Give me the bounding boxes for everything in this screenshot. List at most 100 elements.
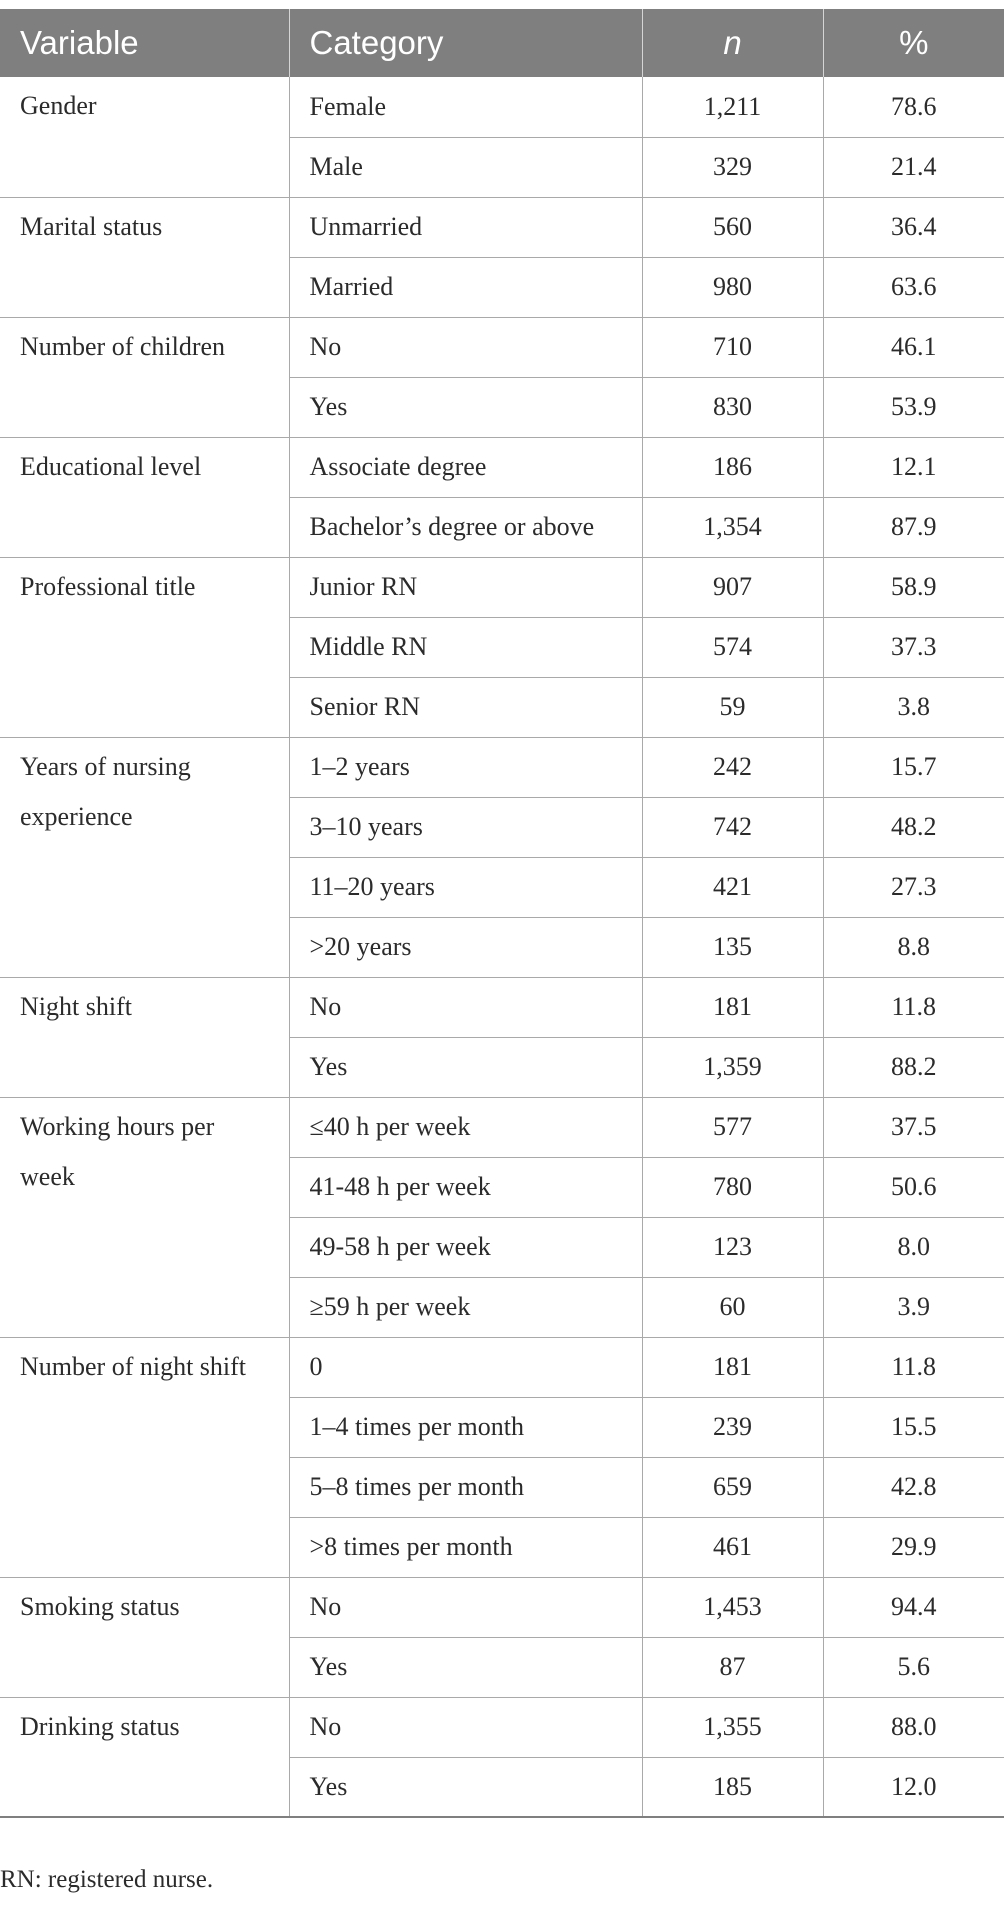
category-cell: 49-58 h per week [289,1217,643,1278]
table-row: Drinking status No 1,355 88.0 [0,1697,1004,1818]
category-cell: Female [289,77,643,138]
table-row: Night shift No 181 11.8 [0,977,1004,1098]
count-cell: 659 [642,1457,824,1518]
percent-cell: 15.5 [823,1397,1004,1458]
percent-cell: 58.9 [823,557,1004,618]
count-cell: 123 [642,1217,824,1278]
count-cell: 742 [642,797,824,858]
category-cell: >20 years [289,917,643,978]
category-cell: Yes [289,1637,643,1698]
variable-label: Working hours per week [20,1111,215,1191]
table-row: Yes 185 12.0 [0,1757,1004,1818]
table-row: Yes 830 53.9 [0,377,1004,438]
category-cell: Senior RN [289,677,643,738]
table-row: Bachelor’s degree or above 1,354 87.9 [0,497,1004,558]
variable-cell: Gender [0,77,290,198]
table-body: Gender Female 1,211 78.6 Male 329 21.4 Marital … [0,77,1004,1818]
footnote: RN: registered nurse. [0,1866,214,1893]
percent-cell: 12.0 [823,1757,1004,1818]
percent-cell: 11.8 [823,977,1004,1038]
percent-cell: 3.8 [823,677,1004,738]
variable-label: Drinking status [20,1711,180,1741]
count-cell: 560 [642,197,824,258]
percent-cell: 36.4 [823,197,1004,258]
variable-cell: Working hours per week [0,1097,290,1338]
category-cell: Yes [289,377,643,438]
count-cell: 186 [642,437,824,498]
table-row: Yes 1,359 88.2 [0,1037,1004,1098]
percent-cell: 21.4 [823,137,1004,198]
table-row: 11–20 years 421 27.3 [0,857,1004,918]
count-cell: 577 [642,1097,824,1158]
table-row: >8 times per month 461 29.9 [0,1517,1004,1578]
category-cell: ≤40 h per week [289,1097,643,1158]
count-cell: 574 [642,617,824,678]
variable-label: Night shift [20,991,132,1021]
category-cell: 41-48 h per week [289,1157,643,1218]
variable-cell: Professional title [0,557,290,738]
percent-cell: 46.1 [823,317,1004,378]
percent-cell: 8.8 [823,917,1004,978]
percent-cell: 8.0 [823,1217,1004,1278]
category-cell: 1–4 times per month [289,1397,643,1458]
table-row: Years of nursing experience 1–2 years 242 1… [0,737,1004,978]
category-cell: Yes [289,1037,643,1098]
table-row: Working hours per week ≤40 h per week 577 3… [0,1097,1004,1338]
category-cell: >8 times per month [289,1517,643,1578]
percent-cell: 37.5 [823,1097,1004,1158]
count-cell: 181 [642,977,824,1038]
header-variable: Variable [0,9,290,77]
category-cell: 11–20 years [289,857,643,918]
percent-cell: 15.7 [823,737,1004,798]
data-table: Variable Category n % Gender Female 1,211 7… [0,9,1004,1818]
variable-label: Number of children [20,331,226,361]
category-cell: 1–2 years [289,737,643,798]
count-cell: 87 [642,1637,824,1698]
category-cell: No [289,977,643,1038]
count-cell: 185 [642,1757,824,1818]
percent-cell: 94.4 [823,1577,1004,1638]
count-cell: 1,354 [642,497,824,558]
variable-label: Years of nursing experience [20,751,191,831]
table-header: Variable Category n % [0,9,1004,77]
count-cell: 461 [642,1517,824,1578]
count-cell: 421 [642,857,824,918]
table-row: 1–4 times per month 239 15.5 [0,1397,1004,1458]
table-row: Yes 87 5.6 [0,1637,1004,1698]
variable-cell: Drinking status [0,1697,290,1818]
table-row: Senior RN 59 3.8 [0,677,1004,738]
count-cell: 1,355 [642,1697,824,1758]
count-cell: 710 [642,317,824,378]
percent-cell: 5.6 [823,1637,1004,1698]
category-cell: Unmarried [289,197,643,258]
count-cell: 980 [642,257,824,318]
variable-label: Number of night shift [20,1351,247,1381]
category-cell: ≥59 h per week [289,1277,643,1338]
variable-cell: Marital status [0,197,290,318]
percent-cell: 53.9 [823,377,1004,438]
count-cell: 907 [642,557,824,618]
table-row: Married 980 63.6 [0,257,1004,318]
table-row: Marital status Unmarried 560 36.4 [0,197,1004,318]
percent-cell: 87.9 [823,497,1004,558]
table-row: 49-58 h per week 123 8.0 [0,1217,1004,1278]
variable-cell: Number of night shift [0,1337,290,1578]
percent-cell: 37.3 [823,617,1004,678]
table-container: Variable Category n % Gender Female 1,211 7… [0,9,1004,1818]
category-cell: Middle RN [289,617,643,678]
variable-label: Smoking status [20,1591,180,1621]
category-cell: Associate degree [289,437,643,498]
variable-label: Marital status [20,211,163,241]
count-cell: 780 [642,1157,824,1218]
table-row: >20 years 135 8.8 [0,917,1004,978]
percent-cell: 88.0 [823,1697,1004,1758]
percent-cell: 50.6 [823,1157,1004,1218]
percent-cell: 48.2 [823,797,1004,858]
variable-label: Educational level [20,451,202,481]
table-row: Smoking status No 1,453 94.4 [0,1577,1004,1698]
category-cell: 5–8 times per month [289,1457,643,1518]
percent-cell: 12.1 [823,437,1004,498]
percent-cell: 42.8 [823,1457,1004,1518]
category-cell: Bachelor’s degree or above [289,497,643,558]
category-cell: No [289,317,643,378]
